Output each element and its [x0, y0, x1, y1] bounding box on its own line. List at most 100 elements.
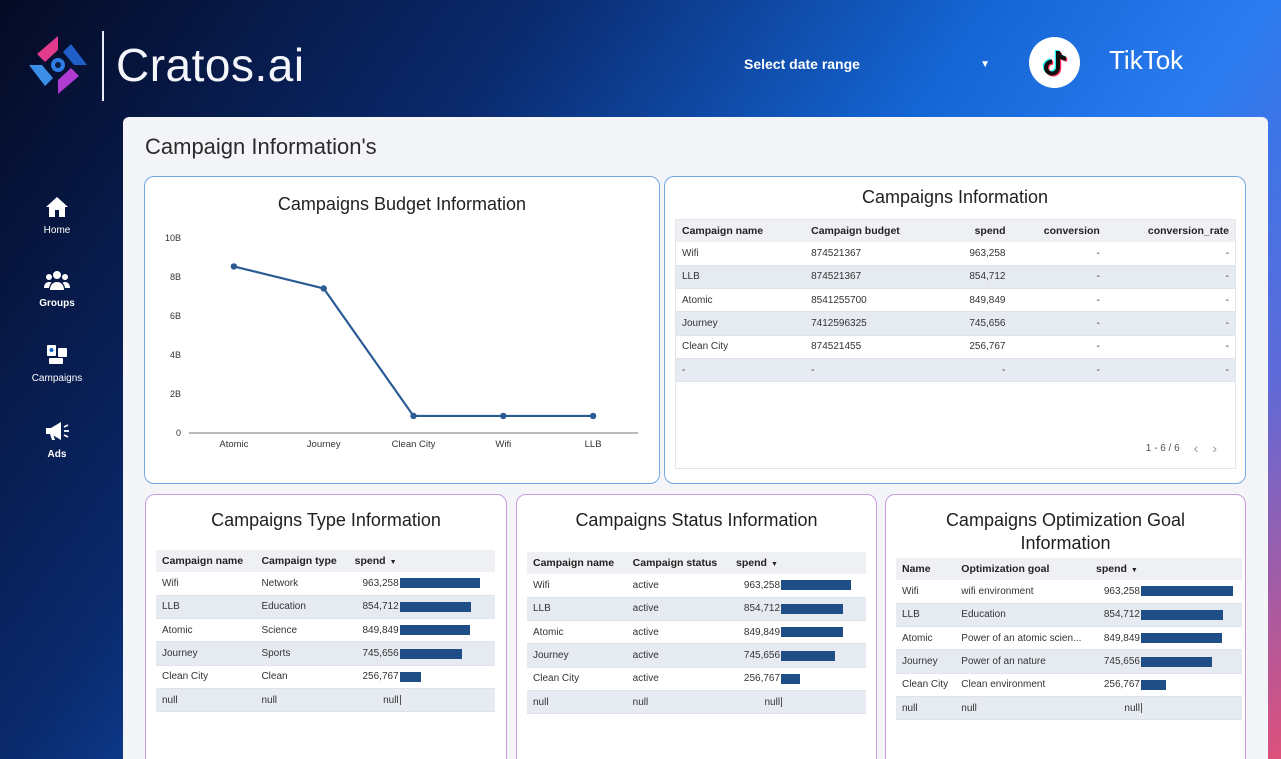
chevron-down-icon: ▼	[980, 58, 990, 70]
table-cell: null	[896, 696, 956, 721]
table-row: Wifi wifi environment 963,258	[896, 580, 1242, 604]
table-cell: null	[527, 690, 627, 715]
main-panel: Campaign Information's Campaigns Budget …	[123, 117, 1268, 759]
spend-bar	[781, 673, 800, 684]
table-row: null null null	[896, 696, 1242, 721]
table-cell: Journey	[676, 311, 806, 336]
spend-value: null	[383, 694, 399, 706]
table-cell: 256,767	[944, 335, 1012, 359]
table-cell: 854,712	[944, 265, 1012, 290]
table-cell: -	[1011, 311, 1106, 336]
data-point[interactable]	[410, 412, 417, 420]
col-spend[interactable]: spend ▼	[1090, 558, 1242, 580]
col-spend[interactable]: spend ▼	[348, 550, 495, 572]
table-row: LLB active 854,712	[527, 597, 866, 622]
table-row: Wifi 874521367 963,258- -	[676, 242, 1235, 266]
table-cell: active	[626, 597, 731, 622]
spend-cell: 963,258	[730, 574, 866, 598]
table-cell: Network	[255, 572, 349, 596]
spend-cell: 849,849	[730, 620, 866, 645]
platform-name: TikTok	[1109, 45, 1184, 75]
table-cell: Clean	[255, 665, 349, 689]
col-campaign-status[interactable]: Campaign status	[626, 552, 731, 574]
home-icon	[46, 197, 68, 217]
table-row: Journey Sports 745,656	[156, 641, 495, 666]
data-point[interactable]	[320, 285, 327, 292]
spend-bar	[1141, 586, 1233, 597]
col-conversion-rate[interactable]: conversion_rate	[1105, 220, 1235, 242]
sidebar-item-groups[interactable]: Groups	[22, 268, 92, 309]
spend-bar	[781, 650, 836, 661]
table-cell: Power of an atomic scien...	[955, 626, 1090, 651]
col-campaign-name[interactable]: Campaign name	[676, 220, 806, 242]
table-row: LLB Education 854,712	[896, 603, 1242, 628]
col-spend[interactable]: spend ▼	[730, 552, 866, 574]
table-row: Journey Power of an nature 745,656	[896, 649, 1242, 674]
table-row: Wifi Network 963,258	[156, 572, 495, 596]
col-campaign-budget[interactable]: Campaign budget	[805, 220, 945, 242]
spend-value: 745,656	[1103, 656, 1140, 668]
sidebar-item-label: Groups	[39, 298, 75, 309]
table-cell: LLB	[896, 603, 956, 628]
spend-cell: 963,258	[1090, 580, 1242, 604]
x-tick-label: Clean City	[392, 439, 436, 450]
col-campaign-type[interactable]: Campaign type	[255, 550, 349, 572]
col-conversion[interactable]: conversion	[1011, 220, 1106, 242]
table-cell: active	[626, 574, 731, 598]
table-cell: 963,258	[944, 242, 1012, 266]
data-point[interactable]	[589, 412, 597, 420]
table-cell: null	[255, 688, 349, 713]
tiktok-logo-icon	[1029, 37, 1080, 88]
table-cell: Wifi	[527, 574, 627, 598]
spend-bar	[399, 625, 471, 636]
table-cell: Wifi	[896, 580, 956, 604]
table-cell: -	[1011, 265, 1106, 290]
table-cell: 7412596325	[805, 311, 945, 336]
col-campaign-name[interactable]: Campaign name	[527, 552, 627, 574]
sidebar-item-home[interactable]: Home	[22, 195, 92, 236]
table-cell: active	[626, 643, 731, 668]
col-optimization-goal[interactable]: Optimization goal	[955, 558, 1090, 580]
table-cell: Clean City	[676, 335, 806, 359]
date-range-label: Select date range	[744, 56, 860, 72]
table-pager: 1 - 6 / 6 ‹ ›	[1146, 440, 1217, 456]
spend-cell: 745,656	[730, 643, 866, 668]
col-campaign-name[interactable]: Campaign name	[156, 550, 256, 572]
table-cell: 849,849	[944, 288, 1012, 313]
chevron-left-icon[interactable]: ‹	[1193, 440, 1199, 456]
table-cell: Clean City	[156, 665, 256, 689]
table-cell: Sports	[255, 641, 349, 666]
table-cell: -	[1011, 358, 1106, 383]
data-point[interactable]	[230, 263, 238, 270]
y-tick-label: 4B	[170, 350, 181, 360]
spend-bar	[781, 627, 843, 638]
y-tick-label: 2B	[170, 389, 181, 399]
sidebar-item-ads[interactable]: Ads	[22, 419, 92, 460]
spend-value: 854,712	[743, 603, 781, 615]
date-range-selector[interactable]: Select date range ▼	[744, 53, 994, 75]
brand-name: Cratos.ai	[116, 39, 305, 91]
spend-cell: 256,767	[730, 667, 866, 691]
table-cell: wifi environment	[955, 580, 1090, 604]
table-cell: -	[944, 358, 1012, 383]
spend-value: 854,712	[362, 601, 399, 613]
status-table-title: Campaigns Status Information	[575, 510, 818, 530]
col-spend[interactable]: spend	[944, 220, 1012, 242]
table-row: Clean City 874521455 256,767- -	[676, 335, 1235, 359]
sidebar-item-campaigns[interactable]: Campaigns	[22, 343, 92, 384]
groups-icon	[44, 271, 70, 290]
sidebar-item-label: Campaigns	[31, 373, 83, 384]
table-cell: null	[955, 696, 1090, 721]
table-cell: Atomic	[527, 620, 627, 645]
logo-divider	[102, 31, 104, 101]
table-cell: Power of an nature	[955, 649, 1090, 674]
col-name[interactable]: Name	[896, 558, 956, 580]
table-cell: -	[1011, 335, 1106, 359]
table-cell: -	[1011, 288, 1106, 313]
table-cell: Education	[955, 603, 1090, 628]
spend-bar	[1141, 609, 1223, 620]
status-table-card: Campaigns Status Information Campaign na…	[516, 494, 877, 759]
data-point[interactable]	[500, 412, 507, 420]
table-cell: active	[626, 620, 731, 645]
chevron-right-icon[interactable]: ›	[1212, 440, 1217, 456]
